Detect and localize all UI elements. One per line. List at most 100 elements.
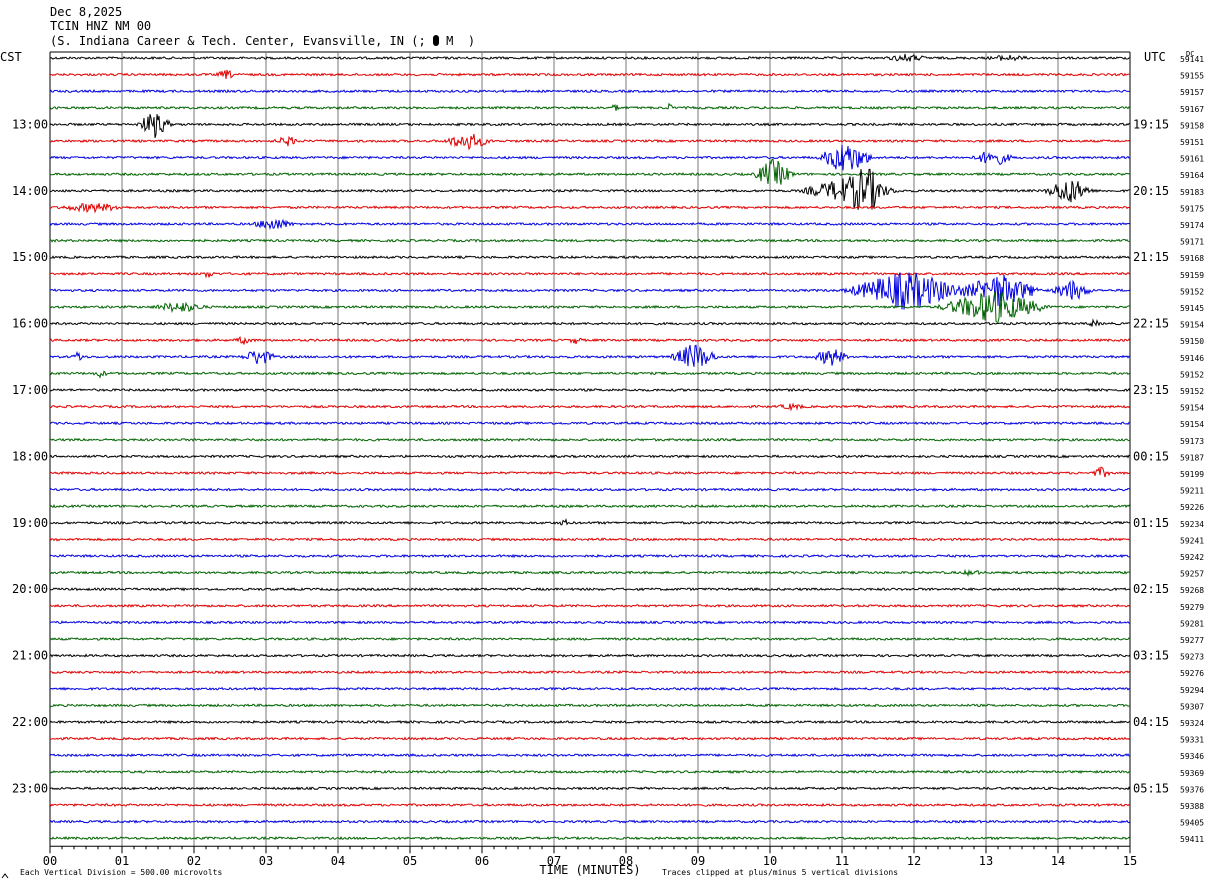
dc-offset-label: 59346 [1180,752,1204,761]
seismic-trace [49,719,1131,725]
dc-offset-label: 59161 [1180,155,1204,164]
x-axis-title: TIME (MINUTES) [539,863,640,877]
dc-offset-label: 59277 [1180,636,1204,645]
dc-offset-label: 59294 [1180,686,1204,695]
seismic-trace [49,69,1131,80]
seismic-trace [49,133,1131,151]
dc-offset-label: 59211 [1180,487,1204,496]
dc-offset-label: 59157 [1180,88,1204,97]
seismic-trace [49,370,1131,379]
x-tick-label: 09 [691,854,705,868]
x-tick-label: 01 [115,854,129,868]
x-tick-label: 14 [1051,854,1065,868]
seismic-trace [49,466,1131,478]
dc-offset-label: 59273 [1180,653,1204,662]
footer-scale-note: Each Vertical Division = 500.00 microvol… [20,868,222,877]
dc-offset-label: 59152 [1180,387,1204,396]
seismic-trace [49,437,1131,442]
dc-offset-label: 59242 [1180,553,1204,562]
right-hour-label: 01:15 [1133,516,1169,530]
right-hour-label: 22:15 [1133,317,1169,331]
dc-offset-label: 59171 [1180,238,1204,247]
seismic-trace [49,454,1131,459]
seismic-trace [49,89,1130,94]
seismic-trace [49,168,1130,210]
dc-offset-label: 59279 [1180,603,1204,612]
dc-offset-label: 59276 [1180,669,1204,678]
seismic-trace [49,518,1131,526]
dc-offset-label: 59241 [1180,536,1204,545]
seismic-trace [49,271,1131,279]
right-hour-label: 04:15 [1133,715,1169,729]
right-hour-label: 21:15 [1133,250,1169,264]
seismic-trace [49,420,1131,426]
dc-offset-label: 59152 [1180,287,1204,296]
seismic-trace [49,318,1131,327]
dc-offset-label: 59154 [1180,420,1204,429]
left-hour-label: 14:00 [12,184,48,198]
left-hour-label: 22:00 [12,715,48,729]
dc-offset-label: 59268 [1180,586,1204,595]
left-hour-label: 23:00 [12,781,48,795]
x-tick-label: 03 [259,854,273,868]
left-hour-label: 16:00 [12,317,48,331]
right-hour-label: 19:15 [1133,117,1169,131]
corner-mark-icon [1,873,9,879]
left-hour-label: 15:00 [12,250,48,264]
dc-offset-label: 59167 [1180,105,1204,114]
seismic-trace [49,402,1131,412]
seismic-trace [49,157,1131,185]
seismic-traces [49,53,1131,841]
x-tick-label: 15 [1123,854,1137,868]
left-hour-label: 20:00 [12,582,48,596]
left-hour-label: 18:00 [12,449,48,463]
dc-offset-label: 59164 [1180,171,1204,180]
header-station: TCIN HNZ NM 00 [50,19,152,33]
x-tick-label: 02 [187,854,201,868]
dc-offset-label: 59281 [1180,619,1204,628]
x-tick-label: 13 [979,854,993,868]
header-location: (S. Indiana Career & Tech. Center, Evans… [50,35,475,48]
seismic-trace [49,835,1131,841]
dc-offset-label: 59388 [1180,802,1204,811]
dc-offset-label: 59168 [1180,254,1204,263]
dc-offset-label: 59376 [1180,785,1204,794]
seismic-trace [49,603,1131,608]
x-tick-label: 07 [547,854,561,868]
dc-offset-label: 59154 [1180,321,1204,330]
left-hour-label: 19:00 [12,516,48,530]
dc-offset-label: 59257 [1180,570,1204,579]
footer-clip-note: Traces clipped at plus/minus 5 vertical … [662,868,898,877]
seismic-trace [49,487,1131,492]
right-axis-title: UTC [1144,50,1166,64]
left-hour-label: 13:00 [12,117,48,131]
x-tick-label: 06 [475,854,489,868]
seismic-trace [49,568,1130,577]
dc-offset-label: 59405 [1180,819,1204,828]
seismic-trace [49,144,1131,171]
dc-offset-label: 59155 [1180,72,1204,81]
dc-offset-label: 59141 [1180,55,1204,64]
seismic-trace [49,802,1131,808]
seismic-trace [49,636,1131,642]
seismic-trace [49,53,1131,62]
dc-offset-label: 59331 [1180,736,1204,745]
seismic-trace [49,686,1131,692]
dc-offset-label: 59159 [1180,271,1204,280]
seismic-trace [49,620,1131,625]
dc-offset-label: 59174 [1180,221,1204,230]
seismic-trace [49,587,1131,592]
seismic-trace [49,203,1131,214]
seismic-trace [49,669,1131,675]
dc-offset-label: 59187 [1180,453,1204,462]
seismic-trace [49,503,1131,509]
axis-labels: 00 01 02 03 04 05 06 07 08 09 10 11 12 13 14 15 59141 591… [0,50,1204,879]
x-tick-label: 10 [763,854,777,868]
seismic-trace [49,537,1131,542]
dc-offset-label: 59151 [1180,138,1204,147]
header-date: Dec 8,2025 [50,5,123,19]
x-tick-label: 00 [43,854,57,868]
right-hour-label: 03:15 [1133,649,1169,663]
dc-offset-label: 59173 [1180,437,1204,446]
